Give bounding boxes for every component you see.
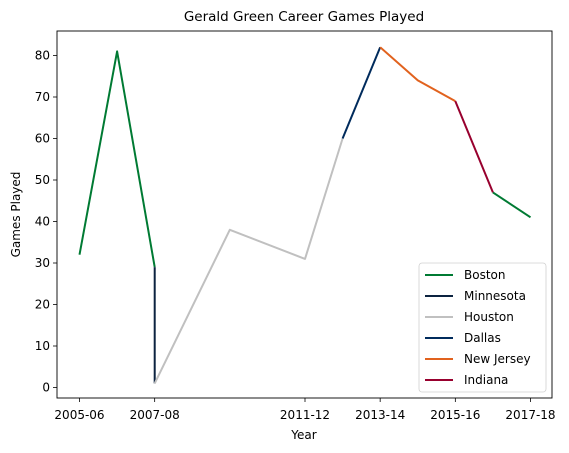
- series-line-boston: [492, 191, 532, 219]
- series-line-houston: [153, 138, 344, 384]
- x-tick-label: 2017-18: [505, 408, 555, 422]
- series-line-dallas: [341, 46, 382, 139]
- y-tick-label: 30: [35, 256, 50, 270]
- legend: Boston Minnesota Houston Dallas New Jersey In…: [418, 262, 547, 393]
- legend-label-indiana: Indiana: [464, 373, 508, 387]
- y-tick-label: 80: [35, 49, 50, 63]
- y-axis-label: Games Played: [9, 172, 23, 258]
- y-tick-label: 20: [35, 298, 50, 312]
- series-line-boston: [78, 50, 156, 268]
- x-axis: 2005-06 2007-08 2011-12 2013-14 2015-16 2017-…: [54, 398, 556, 422]
- series-lines: [78, 46, 532, 384]
- x-tick-label: 2011-12: [280, 408, 330, 422]
- series-line-indiana: [454, 100, 494, 193]
- series-line-new-jersey: [379, 46, 456, 102]
- x-tick-label: 2007-08: [130, 408, 180, 422]
- legend-label-dallas: Dallas: [464, 331, 501, 345]
- legend-label-houston: Houston: [464, 310, 514, 324]
- x-tick-label: 2013-14: [355, 408, 405, 422]
- y-tick-label: 70: [35, 90, 50, 104]
- y-axis: 0 10 20 30 40 50 60 70 80: [35, 49, 57, 395]
- y-tick-label: 60: [35, 132, 50, 146]
- y-tick-label: 40: [35, 215, 50, 229]
- x-tick-label: 2015-16: [430, 408, 480, 422]
- x-tick-label: 2005-06: [54, 408, 104, 422]
- y-tick-label: 0: [42, 381, 50, 395]
- chart-title: Gerald Green Career Games Played: [184, 9, 424, 25]
- legend-label-minnesota: Minnesota: [464, 289, 526, 303]
- y-tick-label: 10: [35, 339, 50, 353]
- x-axis-label: Year: [290, 428, 316, 442]
- y-tick-label: 50: [35, 173, 50, 187]
- legend-label-boston: Boston: [464, 268, 505, 282]
- legend-label-new-jersey: New Jersey: [464, 352, 531, 366]
